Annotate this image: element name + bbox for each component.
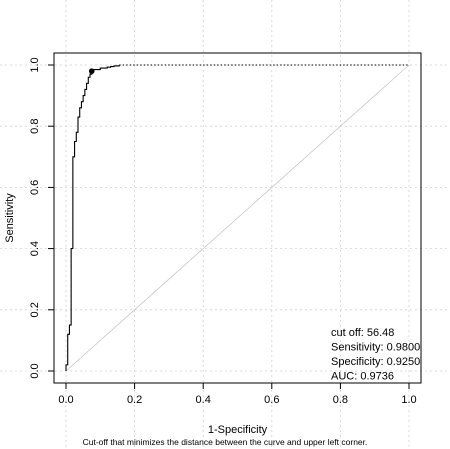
- stats-line: AUC: 0.9736: [331, 371, 394, 383]
- x-tick-label: 1.0: [401, 394, 416, 406]
- caption: Cut-off that minimizes the distance betw…: [83, 437, 368, 447]
- reference-diagonal: [65, 64, 410, 372]
- y-tick-label: 0.8: [29, 119, 41, 134]
- stats-line: cut off: 56.48: [331, 327, 394, 339]
- y-tick-label: 0.6: [29, 180, 41, 195]
- x-axis-label: 1-Specificity: [208, 424, 268, 436]
- y-axis-label: Sensitivity: [4, 193, 16, 243]
- x-tick-label: 0.6: [264, 394, 279, 406]
- stats-line: Sensitivity: 0.9800: [331, 342, 420, 354]
- x-tick-label: 0.8: [333, 394, 348, 406]
- y-tick-label: 0.4: [29, 241, 41, 256]
- x-tick-label: 0.4: [196, 394, 211, 406]
- stats-line: Specificity: 0.9250: [331, 356, 420, 368]
- x-axis: 0.0 0.2 0.4 0.6 0.8 1.0: [58, 382, 417, 406]
- x-tick-label: 0.2: [127, 394, 142, 406]
- y-tick-label: 1.0: [29, 57, 41, 72]
- y-axis: 0.0 0.2 0.4 0.6 0.8 1.0: [29, 57, 55, 379]
- stats-legend: cut off: 56.48 Sensitivity: 0.9800 Specifi…: [331, 327, 420, 383]
- y-tick-label: 0.0: [29, 363, 41, 378]
- optimal-cutoff-point: [88, 68, 95, 74]
- x-tick-label: 0.0: [58, 394, 73, 406]
- y-tick-label: 0.2: [29, 302, 41, 317]
- roc-curve: [65, 65, 120, 371]
